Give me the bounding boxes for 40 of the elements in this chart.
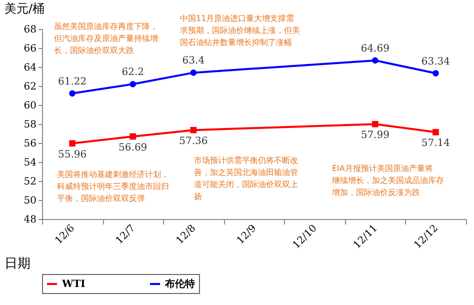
point bbox=[372, 120, 378, 128]
point bbox=[432, 70, 439, 76]
x-axis-title: 日期 bbox=[4, 256, 30, 272]
legend-label: 布伦特 bbox=[164, 278, 195, 290]
y-tick-label: 56 bbox=[24, 138, 36, 150]
y-tick-label: 64 bbox=[24, 62, 36, 74]
point bbox=[432, 129, 439, 136]
point bbox=[130, 133, 136, 140]
point bbox=[190, 126, 197, 134]
point bbox=[130, 80, 136, 88]
data-label: 61.22 bbox=[58, 76, 87, 88]
point bbox=[69, 90, 76, 97]
y-tick-label: 54 bbox=[24, 158, 36, 168]
data-label: 62.2 bbox=[122, 67, 144, 78]
point bbox=[69, 140, 76, 147]
annotation: 虽然美国原油库存再度下降，但汽油库存及原油产量持续增长，国际油价双双大跌 bbox=[54, 22, 158, 55]
point bbox=[372, 57, 378, 64]
data-label: 63.34 bbox=[421, 56, 450, 68]
y-tick-label: 66 bbox=[24, 44, 36, 54]
data-label: 57.14 bbox=[421, 138, 450, 150]
y-tick-label: 48 bbox=[24, 214, 36, 226]
data-label: 56.69 bbox=[118, 142, 148, 154]
annotation: 市场预计供需平衡仍将不断改善，加之英国北海油田输油管道可能关闭，国际油价双双上扬 bbox=[194, 156, 298, 201]
y-tick-label: 58 bbox=[24, 120, 36, 130]
legend-label: WTI bbox=[61, 279, 86, 290]
y-tick-label: 62 bbox=[24, 82, 36, 92]
y-tick-label: 60 bbox=[24, 100, 36, 112]
data-label: 57.36 bbox=[179, 136, 208, 148]
point bbox=[190, 70, 197, 76]
annotation: EIA月报预计美国原油产量将继续增长，加之美国成品油库存增加，国际油价反涨为跌 bbox=[331, 164, 444, 197]
data-label: 55.96 bbox=[58, 149, 87, 160]
y-tick-label: 68 bbox=[24, 24, 36, 36]
annotation: 中国11月原油进口量大增支撑需求预期，国际油价继续上涨，但美国石油钻井数量增长抑制了涨幅 bbox=[180, 14, 300, 47]
data-label: 57.99 bbox=[360, 130, 390, 142]
y-tick-label: 50 bbox=[24, 196, 36, 206]
y-tick-label: 52 bbox=[24, 176, 36, 188]
data-label: 63.4 bbox=[182, 56, 205, 67]
data-label: 64.69 bbox=[360, 43, 390, 54]
y-axis-title: 美元/桶 bbox=[4, 2, 45, 16]
annotation: 美国将推动基建刺激经济计划，科威特预计明年三季度油市回归平衡，国际油价双双反弹 bbox=[57, 170, 169, 203]
